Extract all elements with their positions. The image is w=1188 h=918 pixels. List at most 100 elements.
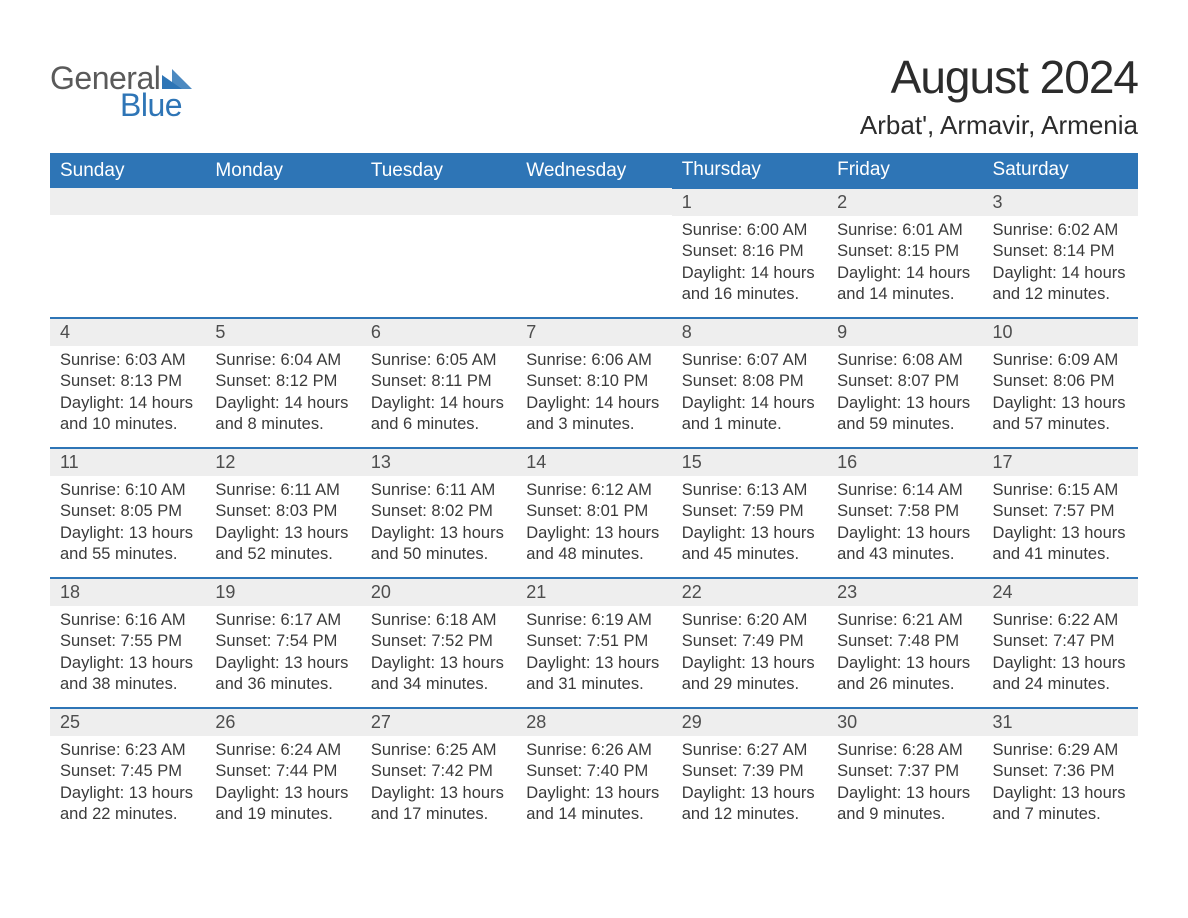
calendar-day-cell: 1Sunrise: 6:00 AMSunset: 8:16 PMDaylight… [672,188,827,318]
daylight-text-1: Daylight: 14 hours [215,393,350,414]
daylight-text-1: Daylight: 14 hours [60,393,195,414]
calendar-day-cell: 3Sunrise: 6:02 AMSunset: 8:14 PMDaylight… [983,188,1138,318]
daylight-text-1: Daylight: 13 hours [837,393,972,414]
calendar-day-cell: 7Sunrise: 6:06 AMSunset: 8:10 PMDaylight… [516,318,671,448]
weekday-header: Friday [827,153,982,188]
day-body: Sunrise: 6:01 AMSunset: 8:15 PMDaylight:… [827,216,982,316]
calendar-day-cell: 2Sunrise: 6:01 AMSunset: 8:15 PMDaylight… [827,188,982,318]
calendar-day-cell: 18Sunrise: 6:16 AMSunset: 7:55 PMDayligh… [50,578,205,708]
sunrise-text: Sunrise: 6:05 AM [371,350,506,371]
sunset-text: Sunset: 8:08 PM [682,371,817,392]
day-number: 30 [827,709,982,736]
sunrise-text: Sunrise: 6:12 AM [526,480,661,501]
calendar-week-row: 11Sunrise: 6:10 AMSunset: 8:05 PMDayligh… [50,448,1138,578]
daylight-text-2: and 17 minutes. [371,804,506,825]
sunrise-text: Sunrise: 6:23 AM [60,740,195,761]
daylight-text-2: and 22 minutes. [60,804,195,825]
calendar-day-cell: 5Sunrise: 6:04 AMSunset: 8:12 PMDaylight… [205,318,360,448]
daylight-text-1: Daylight: 13 hours [371,523,506,544]
calendar-day-cell: 9Sunrise: 6:08 AMSunset: 8:07 PMDaylight… [827,318,982,448]
day-body: Sunrise: 6:22 AMSunset: 7:47 PMDaylight:… [983,606,1138,706]
day-body: Sunrise: 6:21 AMSunset: 7:48 PMDaylight:… [827,606,982,706]
calendar-day-cell: 20Sunrise: 6:18 AMSunset: 7:52 PMDayligh… [361,578,516,708]
day-number: 24 [983,579,1138,606]
calendar-day-cell [361,188,516,318]
sunset-text: Sunset: 7:39 PM [682,761,817,782]
sunset-text: Sunset: 7:36 PM [993,761,1128,782]
weekday-header: Tuesday [361,153,516,188]
sunrise-text: Sunrise: 6:01 AM [837,220,972,241]
calendar-day-cell: 30Sunrise: 6:28 AMSunset: 7:37 PMDayligh… [827,708,982,838]
sunset-text: Sunset: 8:15 PM [837,241,972,262]
sunset-text: Sunset: 8:01 PM [526,501,661,522]
calendar-day-cell: 14Sunrise: 6:12 AMSunset: 8:01 PMDayligh… [516,448,671,578]
sunset-text: Sunset: 7:40 PM [526,761,661,782]
sunrise-text: Sunrise: 6:27 AM [682,740,817,761]
daylight-text-1: Daylight: 14 hours [837,263,972,284]
day-body: Sunrise: 6:00 AMSunset: 8:16 PMDaylight:… [672,216,827,316]
sunset-text: Sunset: 8:16 PM [682,241,817,262]
daylight-text-1: Daylight: 13 hours [837,523,972,544]
day-number: 11 [50,449,205,476]
calendar-day-cell: 8Sunrise: 6:07 AMSunset: 8:08 PMDaylight… [672,318,827,448]
daylight-text-2: and 41 minutes. [993,544,1128,565]
daylight-text-1: Daylight: 13 hours [60,783,195,804]
daylight-text-2: and 29 minutes. [682,674,817,695]
sunset-text: Sunset: 8:10 PM [526,371,661,392]
day-number: 8 [672,319,827,346]
sunrise-text: Sunrise: 6:09 AM [993,350,1128,371]
calendar-day-cell: 31Sunrise: 6:29 AMSunset: 7:36 PMDayligh… [983,708,1138,838]
day-body: Sunrise: 6:12 AMSunset: 8:01 PMDaylight:… [516,476,671,576]
day-number: 3 [983,189,1138,216]
daylight-text-2: and 10 minutes. [60,414,195,435]
sunrise-text: Sunrise: 6:11 AM [371,480,506,501]
daylight-text-1: Daylight: 13 hours [60,523,195,544]
day-body: Sunrise: 6:28 AMSunset: 7:37 PMDaylight:… [827,736,982,836]
daylight-text-2: and 43 minutes. [837,544,972,565]
sunset-text: Sunset: 7:58 PM [837,501,972,522]
calendar-day-cell: 6Sunrise: 6:05 AMSunset: 8:11 PMDaylight… [361,318,516,448]
daylight-text-1: Daylight: 13 hours [215,783,350,804]
daylight-text-1: Daylight: 13 hours [371,653,506,674]
daylight-text-1: Daylight: 13 hours [837,783,972,804]
day-number: 26 [205,709,360,736]
sunrise-text: Sunrise: 6:14 AM [837,480,972,501]
daylight-text-1: Daylight: 14 hours [526,393,661,414]
sunrise-text: Sunrise: 6:22 AM [993,610,1128,631]
daylight-text-2: and 12 minutes. [682,804,817,825]
calendar-week-row: 1Sunrise: 6:00 AMSunset: 8:16 PMDaylight… [50,188,1138,318]
calendar-day-cell: 27Sunrise: 6:25 AMSunset: 7:42 PMDayligh… [361,708,516,838]
day-number: 16 [827,449,982,476]
daylight-text-1: Daylight: 13 hours [526,783,661,804]
daylight-text-2: and 50 minutes. [371,544,506,565]
day-number: 28 [516,709,671,736]
day-number: 5 [205,319,360,346]
day-number: 12 [205,449,360,476]
sunset-text: Sunset: 8:02 PM [371,501,506,522]
calendar-table: Sunday Monday Tuesday Wednesday Thursday… [50,153,1138,838]
day-body: Sunrise: 6:07 AMSunset: 8:08 PMDaylight:… [672,346,827,446]
day-number: 21 [516,579,671,606]
calendar-day-cell: 4Sunrise: 6:03 AMSunset: 8:13 PMDaylight… [50,318,205,448]
calendar-day-cell [516,188,671,318]
calendar-day-cell: 19Sunrise: 6:17 AMSunset: 7:54 PMDayligh… [205,578,360,708]
sunset-text: Sunset: 8:07 PM [837,371,972,392]
day-number: 14 [516,449,671,476]
daylight-text-1: Daylight: 13 hours [371,783,506,804]
sunset-text: Sunset: 8:14 PM [993,241,1128,262]
daylight-text-1: Daylight: 13 hours [837,653,972,674]
sunrise-text: Sunrise: 6:21 AM [837,610,972,631]
daylight-text-2: and 7 minutes. [993,804,1128,825]
sunrise-text: Sunrise: 6:06 AM [526,350,661,371]
sunset-text: Sunset: 7:55 PM [60,631,195,652]
day-body: Sunrise: 6:16 AMSunset: 7:55 PMDaylight:… [50,606,205,706]
daylight-text-2: and 16 minutes. [682,284,817,305]
day-body: Sunrise: 6:10 AMSunset: 8:05 PMDaylight:… [50,476,205,576]
calendar-day-cell [50,188,205,318]
sunrise-text: Sunrise: 6:03 AM [60,350,195,371]
daylight-text-1: Daylight: 13 hours [60,653,195,674]
day-number: 2 [827,189,982,216]
sunrise-text: Sunrise: 6:26 AM [526,740,661,761]
day-body: Sunrise: 6:20 AMSunset: 7:49 PMDaylight:… [672,606,827,706]
day-number-row-empty [50,188,205,215]
